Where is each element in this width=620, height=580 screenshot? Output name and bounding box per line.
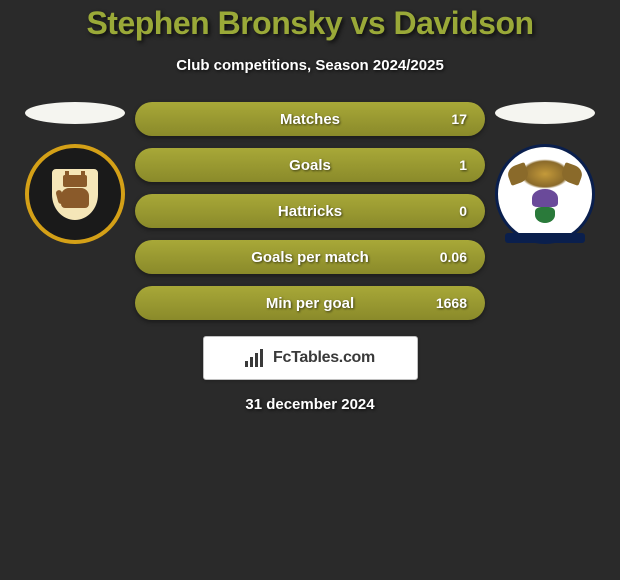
inverness-ct-crest-icon — [495, 144, 595, 244]
right-player-column — [485, 102, 605, 320]
thistle-icon — [529, 189, 561, 227]
comparison-card: Stephen Bronsky vs Davidson Club competi… — [0, 0, 620, 413]
footer-date: 31 december 2024 — [0, 396, 620, 413]
stat-row-matches: Matches 17 — [135, 102, 485, 136]
stat-value-right: 17 — [451, 111, 467, 127]
stat-row-goals: Goals 1 — [135, 148, 485, 182]
left-player-column — [15, 102, 135, 320]
stat-rows: Matches 17 Goals 1 Hattricks 0 Goals per… — [135, 102, 485, 320]
stat-value-right: 0 — [459, 203, 467, 219]
eagle-icon — [520, 159, 570, 189]
banner-icon — [505, 233, 585, 243]
bar-chart-icon — [245, 349, 267, 367]
stats-area: Matches 17 Goals 1 Hattricks 0 Goals per… — [0, 102, 620, 320]
castle-icon — [63, 175, 87, 187]
dumbarton-fc-crest-icon — [25, 144, 125, 244]
shield-icon — [50, 167, 100, 222]
right-ellipse-marker — [495, 102, 595, 124]
elephant-icon — [61, 188, 89, 208]
stat-label: Min per goal — [266, 295, 354, 312]
stat-value-right: 0.06 — [440, 249, 467, 265]
stat-label: Goals per match — [251, 249, 369, 266]
stat-value-right: 1 — [459, 157, 467, 173]
left-ellipse-marker — [25, 102, 125, 124]
brand-attribution[interactable]: FcTables.com — [203, 336, 418, 380]
page-title: Stephen Bronsky vs Davidson — [0, 5, 620, 42]
season-subtitle: Club competitions, Season 2024/2025 — [0, 57, 620, 74]
stat-row-hattricks: Hattricks 0 — [135, 194, 485, 228]
stat-label: Hattricks — [278, 203, 342, 220]
stat-row-goals-per-match: Goals per match 0.06 — [135, 240, 485, 274]
brand-text: FcTables.com — [273, 349, 375, 367]
stat-value-right: 1668 — [436, 295, 467, 311]
stat-label: Matches — [280, 111, 340, 128]
stat-row-min-per-goal: Min per goal 1668 — [135, 286, 485, 320]
stat-label: Goals — [289, 157, 331, 174]
